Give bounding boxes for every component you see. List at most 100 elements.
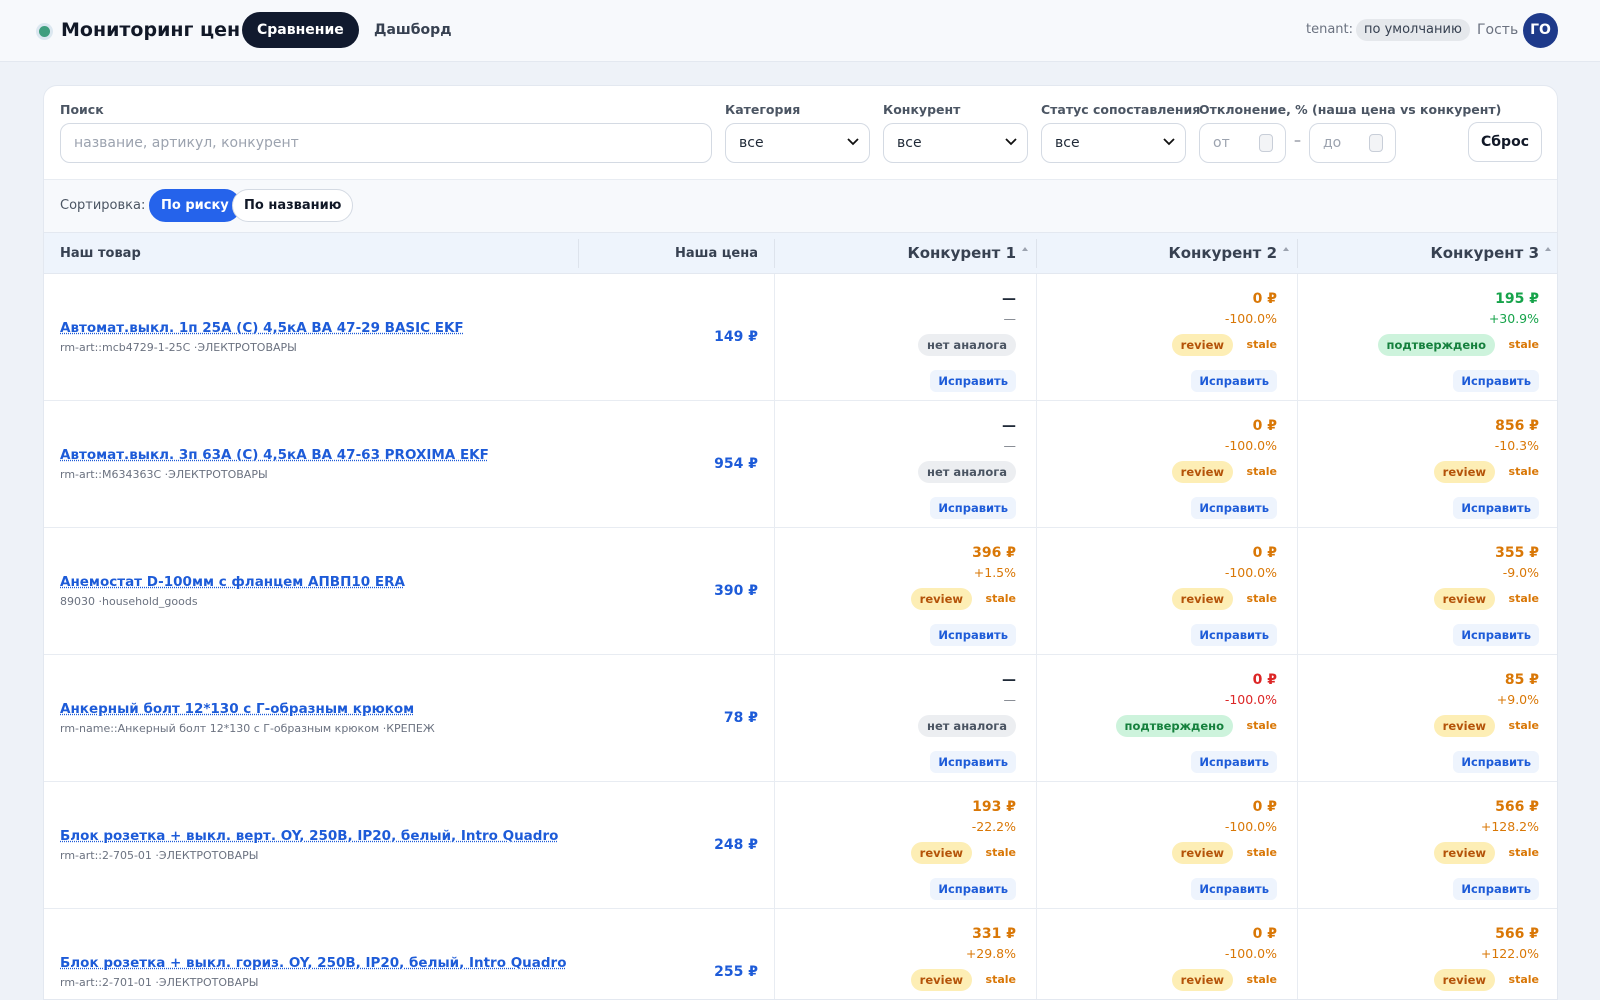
fix-button[interactable]: Исправить xyxy=(1453,624,1539,646)
fix-button[interactable]: Исправить xyxy=(930,624,1016,646)
deviation-from[interactable]: от xyxy=(1199,123,1286,163)
fix-button[interactable]: Исправить xyxy=(930,878,1016,900)
our-price[interactable]: 390 ₽ xyxy=(714,583,758,599)
our-price[interactable]: 954 ₽ xyxy=(714,456,758,472)
tenant-value[interactable]: по умолчанию xyxy=(1356,19,1470,41)
match-status: review xyxy=(1433,715,1495,737)
avatar[interactable]: ГО xyxy=(1523,13,1558,48)
deviation-to[interactable]: до xyxy=(1309,123,1396,163)
comparison-card: Поиск название, артикул, конкурент Катег… xyxy=(43,85,1558,1000)
competitor-price: — xyxy=(1002,418,1016,434)
filter-label: Статус сопоставления xyxy=(1041,102,1201,117)
placeholder: название, артикул, конкурент xyxy=(74,135,299,151)
product-meta: rm-art::mcb4729-1-25C ·ЭЛЕКТРОТОВАРЫ xyxy=(60,341,297,354)
competitor-cell: 355 ₽ -9.0% review stale Исправить xyxy=(1297,528,1557,655)
product-link[interactable]: Блок розетка + выкл. гориз. OY, 250В, IP… xyxy=(60,955,567,971)
fix-button[interactable]: Исправить xyxy=(1191,497,1277,519)
our-price[interactable]: 149 ₽ xyxy=(714,329,758,345)
match-status: review xyxy=(1171,461,1233,483)
product-link[interactable]: Анемостат D-100мм с фланцем АПВП10 ERA xyxy=(60,574,405,590)
header: Мониторинг цен Сравнение Дашборд tenant:… xyxy=(0,0,1600,62)
match-status: review xyxy=(1171,969,1233,991)
match-status: review xyxy=(910,969,972,991)
competitor-cell: 0 ₽ -100.0% review stale Исправить xyxy=(1036,401,1297,528)
competitor-cell: 0 ₽ -100.0% подтверждено stale Исправить xyxy=(1036,655,1297,782)
column-divider xyxy=(1297,239,1298,268)
competitor-price: 0 ₽ xyxy=(1252,418,1277,434)
our-price[interactable]: 78 ₽ xyxy=(723,710,758,726)
sort-option[interactable]: По названию xyxy=(232,189,354,222)
filter-label: Отклонение, % (наша цена vs конкурент) xyxy=(1199,102,1502,117)
column-header: Наша цена xyxy=(675,246,758,261)
spinner[interactable] xyxy=(1259,134,1273,152)
product-link[interactable]: Блок розетка + выкл. верт. OY, 250В, IP2… xyxy=(60,828,559,844)
price-delta: +29.8% xyxy=(965,946,1016,961)
competitor-cell: 566 ₽ +128.2% review stale Исправить xyxy=(1297,782,1557,909)
competitor-price: 195 ₽ xyxy=(1495,291,1539,307)
competitor-select[interactable]: все xyxy=(883,123,1028,163)
competitor-price: 566 ₽ xyxy=(1495,926,1539,942)
our-price[interactable]: 255 ₽ xyxy=(714,964,758,980)
reset-button[interactable]: Сброс xyxy=(1468,122,1542,162)
competitor-price: 0 ₽ xyxy=(1252,799,1277,815)
column-header[interactable]: Конкурент 2 xyxy=(1036,233,1297,274)
fix-button[interactable]: Исправить xyxy=(1191,370,1277,392)
competitor-cell: 0 ₽ -100.0% review stale Исправить xyxy=(1036,274,1297,401)
stale-flag: stale xyxy=(1246,719,1277,732)
status-dot xyxy=(39,26,50,37)
search-input[interactable]: название, артикул, конкурент xyxy=(60,123,712,163)
stale-flag: stale xyxy=(985,973,1016,986)
nav-tab[interactable]: Дашборд xyxy=(374,22,452,38)
stale-flag: stale xyxy=(1508,338,1539,351)
price-delta: — xyxy=(1003,438,1017,453)
competitor-cell: 856 ₽ -10.3% review stale Исправить xyxy=(1297,401,1557,528)
match-status: review xyxy=(1171,334,1233,356)
product-link[interactable]: Анкерный болт 12*130 с Г-образным крюком xyxy=(60,701,415,717)
table-row: Блок розетка + выкл. верт. OY, 250В, IP2… xyxy=(44,782,1557,909)
product-link[interactable]: Автомат.выкл. 1п 25А (C) 4,5кА ВА 47-29 … xyxy=(60,320,464,336)
fix-button[interactable]: Исправить xyxy=(1453,878,1539,900)
fix-button[interactable]: Исправить xyxy=(930,370,1016,392)
tenant-label: tenant: xyxy=(1306,22,1354,37)
match-status: review xyxy=(1171,842,1233,864)
table-row: Анемостат D-100мм с фланцем АПВП10 ERA 89… xyxy=(44,528,1557,655)
fix-button[interactable]: Исправить xyxy=(1191,878,1277,900)
match-status: подтверждено xyxy=(1377,334,1495,356)
competitor-price: — xyxy=(1002,291,1016,307)
filter-label: Конкурент xyxy=(883,102,961,117)
stale-flag: stale xyxy=(1508,719,1539,732)
fix-button[interactable]: Исправить xyxy=(1191,751,1277,773)
competitor-cell: 195 ₽ +30.9% подтверждено stale Исправить xyxy=(1297,274,1557,401)
sort-option[interactable]: По риску xyxy=(149,189,241,222)
select-value: все xyxy=(1055,135,1080,151)
competitor-cell: 0 ₽ -100.0% review stale Исправить xyxy=(1036,782,1297,909)
spinner[interactable] xyxy=(1369,134,1383,152)
column-header[interactable]: Конкурент 1 xyxy=(774,233,1036,274)
competitor-price: 0 ₽ xyxy=(1252,291,1277,307)
price-delta: +30.9% xyxy=(1488,311,1539,326)
competitor-cell: 396 ₽ +1.5% review stale Исправить xyxy=(774,528,1036,655)
stale-flag: stale xyxy=(985,592,1016,605)
fix-button[interactable]: Исправить xyxy=(1453,370,1539,392)
fix-button[interactable]: Исправить xyxy=(930,751,1016,773)
fix-button[interactable]: Исправить xyxy=(1191,624,1277,646)
price-delta: +9.0% xyxy=(1496,692,1539,707)
sort-label: Сортировка: xyxy=(60,198,146,213)
status-select[interactable]: все xyxy=(1041,123,1186,163)
competitor-cell: — — нет аналога Исправить xyxy=(774,655,1036,782)
match-status: review xyxy=(1171,588,1233,610)
competitor-cell: — — нет аналога Исправить xyxy=(774,274,1036,401)
fix-button[interactable]: Исправить xyxy=(1453,751,1539,773)
stale-flag: stale xyxy=(985,846,1016,859)
fix-button[interactable]: Исправить xyxy=(1453,497,1539,519)
price-delta: -10.3% xyxy=(1494,438,1539,453)
product-link[interactable]: Автомат.выкл. 3п 63А (C) 4,5кА ВА 47-63 … xyxy=(60,447,489,463)
table-row: Автомат.выкл. 3п 63А (C) 4,5кА ВА 47-63 … xyxy=(44,401,1557,528)
column-header[interactable]: Конкурент 3 xyxy=(1297,233,1557,274)
our-price[interactable]: 248 ₽ xyxy=(714,837,758,853)
competitor-price: 355 ₽ xyxy=(1495,545,1539,561)
fix-button[interactable]: Исправить xyxy=(930,497,1016,519)
category-select[interactable]: все xyxy=(725,123,870,163)
nav-tab[interactable]: Сравнение xyxy=(242,12,359,48)
match-status: review xyxy=(910,588,972,610)
